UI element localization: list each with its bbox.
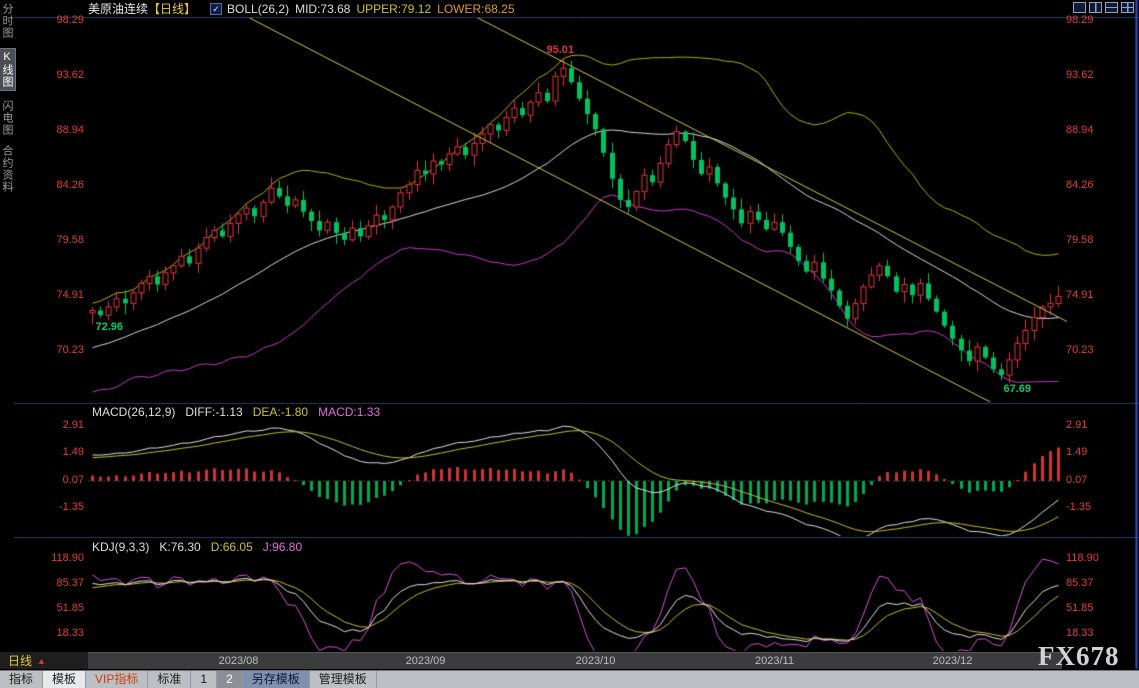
- boll-mid-value: MID:73.68: [295, 1, 351, 16]
- bottom-toolbar: 指标 模板 VIP指标 标准 1 2 另存模板 管理模板: [0, 670, 1139, 688]
- kdj-indicator-header: KDJ(9,3,3) K:76.30 D:66.05 J:96.80: [92, 540, 302, 554]
- month-label: 2023/08: [218, 655, 259, 667]
- macd-bar-value: MACD:1.33: [318, 405, 381, 419]
- bottom-tab-slot-2[interactable]: 2: [217, 671, 243, 688]
- rail-tab-kline[interactable]: K线图: [0, 48, 16, 91]
- chart-type-rail: 分时图 K线图闪电图合约资料: [0, 3, 16, 193]
- bottom-tab-manage-templates[interactable]: 管理模板: [310, 671, 377, 688]
- rail-tab-intraday[interactable]: 分时图: [1, 3, 13, 39]
- boll-name: BOLL(26,2): [227, 1, 290, 16]
- layout-hsplit-icon[interactable]: [1105, 2, 1118, 13]
- macd-name: MACD(26,12,9): [92, 405, 176, 419]
- fx678-watermark: FX678: [1038, 641, 1120, 671]
- bottom-tab-vip-indicators[interactable]: VIP指标: [86, 671, 149, 688]
- bottom-tab-standard[interactable]: 标准: [148, 671, 192, 688]
- time-axis: 2023/08 2023/09 2023/10 2023/11 2023/12: [0, 652, 1062, 669]
- bottom-tab-templates[interactable]: 模板: [43, 671, 87, 688]
- period-tag: 【日线】: [148, 2, 197, 16]
- layout-vsplit-icon[interactable]: [1089, 2, 1102, 13]
- layout-grid-icon[interactable]: [1121, 2, 1134, 13]
- bottom-tab-slot-1[interactable]: 1: [191, 671, 218, 688]
- period-tab-label: 日线: [8, 654, 33, 668]
- kdj-d-value: D:66.05: [210, 540, 253, 554]
- layout-single-icon[interactable]: [1073, 2, 1086, 13]
- month-label: 2023/10: [575, 655, 616, 667]
- period-tab[interactable]: 日线 ▲: [0, 652, 88, 669]
- bottom-tab-save-template[interactable]: 另存模板: [242, 671, 310, 688]
- kdj-k-value: K:76.30: [159, 540, 201, 554]
- macd-diff-value: DIFF:-1.13: [185, 405, 243, 419]
- boll-checkbox-icon[interactable]: ✓: [210, 2, 223, 15]
- kdj-name: KDJ(9,3,3): [92, 540, 150, 554]
- symbol-title: 美原油连续: [88, 2, 149, 16]
- boll-lower-value: LOWER:68.25: [437, 1, 515, 16]
- chart-header-bar: 美原油连续 【日线】 ✓ BOLL(26,2) MID:73.68 UPPER:…: [14, 0, 1139, 17]
- macd-indicator-header: MACD(26,12,9) DIFF:-1.13 DEA:-1.80 MACD:…: [92, 405, 380, 419]
- layout-switcher: [1073, 2, 1134, 13]
- kdj-j-value: J:96.80: [262, 540, 303, 554]
- month-label: 2023/09: [405, 655, 446, 667]
- boll-upper-value: UPPER:79.12: [356, 1, 432, 16]
- month-label: 2023/11: [755, 655, 794, 667]
- month-label: 2023/12: [932, 655, 973, 667]
- rail-tab-contract-info[interactable]: 合约资料: [1, 145, 13, 193]
- triangle-up-icon: ▲: [37, 655, 46, 666]
- macd-dea-value: DEA:-1.80: [252, 405, 309, 419]
- rail-tab-tick[interactable]: 闪电图: [1, 100, 13, 136]
- bottom-tab-indicators[interactable]: 指标: [0, 671, 44, 688]
